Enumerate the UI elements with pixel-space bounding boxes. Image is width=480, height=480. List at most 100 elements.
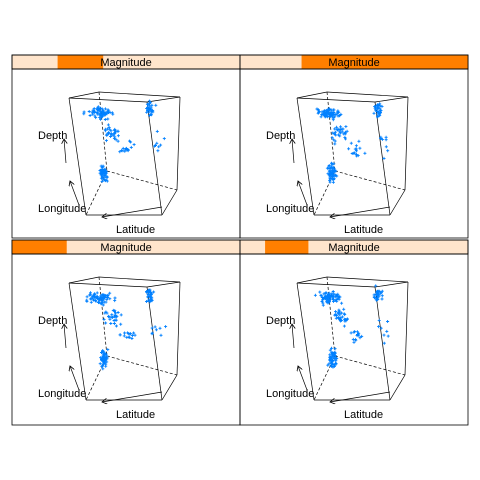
box-edge [161,374,178,401]
data-point [328,348,332,352]
latitude-axis-arrow [102,206,163,217]
box-edge [296,282,315,401]
data-point [332,176,336,180]
data-point [374,284,378,288]
data-point [105,132,109,136]
data-point [156,149,160,153]
data-point [101,354,105,358]
data-point [98,116,102,120]
data-point [99,117,102,121]
data-point [92,107,96,111]
longitude-axis-label: Longitude [266,203,314,215]
data-point [382,156,386,160]
data-point [103,356,106,360]
box-edge [146,101,163,216]
data-point [114,318,118,322]
data-point [147,289,151,293]
box-edge [146,96,181,103]
data-point [155,141,159,145]
data-point [326,363,330,367]
data-point [82,112,86,116]
data-point [323,294,327,298]
data-point [91,295,95,299]
data-point [96,296,100,300]
data-point [103,107,107,111]
depth-axis-label: Depth [38,315,67,327]
data-point [340,130,344,134]
data-point [326,109,329,113]
data-point [322,292,326,296]
box-hidden-edge [98,276,108,357]
data-point [328,114,332,118]
data-point [152,290,156,294]
data-point [379,135,383,139]
data-point [103,358,107,362]
data-point [331,131,335,135]
data-point [103,352,107,356]
data-point [116,311,120,314]
data-point [357,139,361,143]
point-cloud [313,284,390,369]
data-point [104,179,107,183]
data-point [320,300,324,303]
data-point [330,113,334,117]
data-point [126,148,130,151]
data-point [336,296,340,300]
data-point [376,296,380,300]
data-point [343,132,347,136]
data-point [104,139,108,143]
data-point [157,145,161,149]
data-point [103,360,106,364]
data-point [327,299,331,303]
data-point [89,300,93,304]
data-point [355,149,358,153]
data-point [385,329,389,333]
data-point [118,333,122,337]
box-hidden-edge [98,91,108,172]
data-point [379,291,382,295]
data-point [377,318,381,322]
data-point [101,164,105,168]
data-point [331,359,335,363]
data-point [146,102,150,106]
data-point [354,338,358,342]
data-point [103,112,107,116]
latitude-axis-label: Latitude [116,409,155,421]
data-point [332,353,336,357]
panel-frame [239,253,469,426]
data-point [100,300,104,304]
data-point [101,303,105,307]
data-point [130,337,134,340]
data-point [345,129,349,133]
data-point [91,112,95,116]
data-point [159,333,163,337]
data-point [146,295,150,299]
data-point [352,330,356,334]
data-point [94,116,98,120]
data-point [347,147,351,151]
data-point [353,147,357,151]
data-point [99,172,103,176]
panel-top-right: Magnitude Depth Longitude Latitude [239,54,469,239]
box-hidden-edge [334,355,406,376]
data-point [331,295,335,299]
data-point [113,131,117,134]
data-point [339,125,343,129]
data-point [374,298,378,302]
data-point [332,299,335,303]
data-point [154,103,158,107]
box-edge [176,96,181,191]
data-point [342,307,346,311]
box-edge [296,276,328,284]
data-point [85,295,89,299]
data-point [101,362,105,366]
data-point [103,129,107,133]
strip-label: Magnitude [328,57,379,69]
box-hidden-edge [85,355,108,401]
data-point [112,319,116,322]
latitude-axis-arrow [102,391,163,402]
data-point [98,298,102,302]
data-point [104,364,108,368]
data-point [334,316,338,320]
data-point [333,173,337,177]
